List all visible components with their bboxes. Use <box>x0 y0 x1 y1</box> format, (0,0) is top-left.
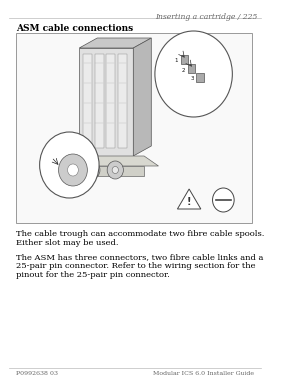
Polygon shape <box>68 166 144 176</box>
Bar <box>79 48 133 156</box>
Text: pinout for the 25-pair pin connector.: pinout for the 25-pair pin connector. <box>16 271 170 279</box>
Bar <box>196 73 203 82</box>
Text: Modular ICS 6.0 Installer Guide: Modular ICS 6.0 Installer Guide <box>153 371 254 376</box>
Text: 25-pair pin connector. Refer to the wiring section for the: 25-pair pin connector. Refer to the wiri… <box>16 262 256 270</box>
Text: 3: 3 <box>190 76 194 81</box>
Polygon shape <box>133 38 151 156</box>
Text: Either slot may be used.: Either slot may be used. <box>16 239 119 247</box>
Circle shape <box>89 166 95 173</box>
Circle shape <box>68 164 78 176</box>
Polygon shape <box>68 156 158 166</box>
Text: !: ! <box>187 197 191 207</box>
Text: Inserting a cartridge / 225: Inserting a cartridge / 225 <box>155 13 258 21</box>
Circle shape <box>212 188 234 212</box>
Bar <box>16 33 252 223</box>
Text: 1: 1 <box>175 59 178 64</box>
Bar <box>188 64 195 73</box>
Circle shape <box>107 161 123 179</box>
Text: The cable trough can accommodate two fibre cable spools.: The cable trough can accommodate two fib… <box>16 230 265 238</box>
Polygon shape <box>177 189 201 209</box>
Polygon shape <box>79 38 151 48</box>
Bar <box>181 55 188 64</box>
Bar <box>106 54 115 148</box>
Text: The ASM has three connectors, two fibre cable links and a: The ASM has three connectors, two fibre … <box>16 253 264 261</box>
Bar <box>94 54 103 148</box>
Circle shape <box>84 161 100 179</box>
Circle shape <box>58 154 87 186</box>
Circle shape <box>155 31 232 117</box>
Text: ASM cable connections: ASM cable connections <box>16 24 133 33</box>
Bar <box>83 54 92 148</box>
Bar <box>118 54 127 148</box>
Circle shape <box>112 166 119 173</box>
Text: 2: 2 <box>182 68 185 73</box>
Circle shape <box>40 132 99 198</box>
Text: P0992638 03: P0992638 03 <box>16 371 58 376</box>
